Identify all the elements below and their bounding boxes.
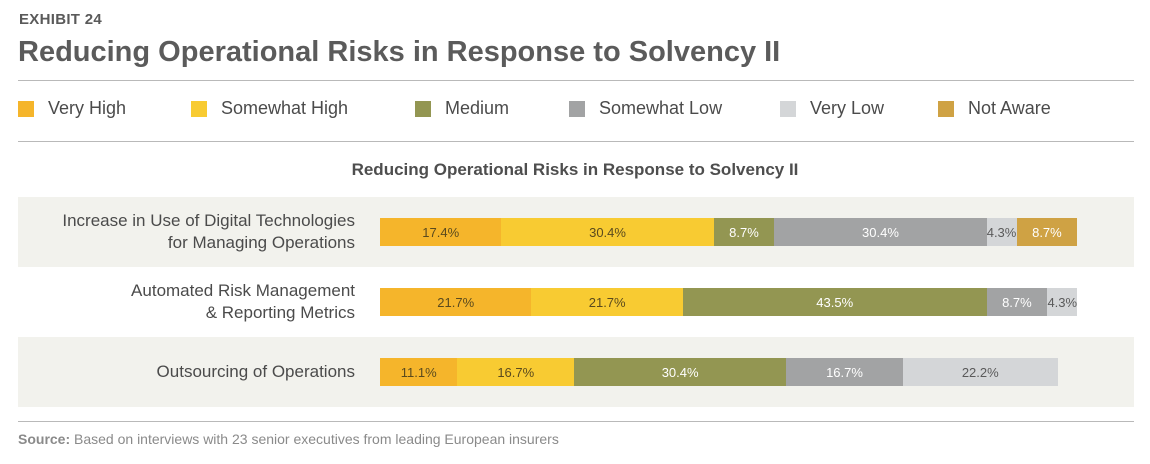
source-text: Based on interviews with 23 senior execu… bbox=[74, 431, 559, 447]
legend-item: Very Low bbox=[780, 98, 884, 119]
data-label: 8.7% bbox=[1032, 224, 1062, 240]
data-label: 4.3% bbox=[986, 224, 1017, 240]
bar-segment: 4.3% bbox=[986, 218, 1017, 246]
legend-item: Somewhat High bbox=[191, 98, 348, 119]
category-label: Outsourcing of Operations bbox=[0, 361, 355, 383]
category-label: Automated Risk Management & Reporting Met… bbox=[0, 280, 355, 324]
data-label: 11.1% bbox=[400, 364, 437, 380]
source-divider bbox=[18, 421, 1134, 422]
bar-segment: 4.3% bbox=[1047, 288, 1078, 316]
legend-label: Medium bbox=[445, 98, 510, 118]
legend-divider bbox=[18, 141, 1134, 142]
legend-label: Very Low bbox=[810, 98, 885, 118]
category-label-line: for Managing Operations bbox=[167, 233, 355, 252]
legend-item: Medium bbox=[415, 98, 509, 119]
legend-swatch bbox=[569, 100, 585, 117]
legend-swatch bbox=[415, 100, 431, 117]
bar-segment: 43.5% bbox=[682, 288, 987, 316]
bar-segment: 16.7% bbox=[457, 358, 575, 386]
chart-title: Reducing Operational Risks in Response t… bbox=[351, 160, 799, 179]
bar-segment: 8.7% bbox=[986, 288, 1048, 316]
category-label-line: Automated Risk Management bbox=[131, 281, 355, 300]
data-label: 4.3% bbox=[1047, 294, 1078, 310]
bar-segment: 17.4% bbox=[380, 218, 502, 246]
bar-segment: 21.7% bbox=[531, 288, 683, 316]
data-label: 30.4% bbox=[589, 224, 626, 240]
legend-swatch bbox=[938, 100, 954, 117]
category-label-line: & Reporting Metrics bbox=[205, 303, 355, 322]
chart-legend: Very High Somewhat High Medium Somewhat Low… bbox=[18, 98, 1128, 124]
data-label: 21.7% bbox=[437, 294, 475, 310]
legend-label: Somewhat Low bbox=[599, 98, 723, 118]
bar-segment: 8.7% bbox=[713, 218, 775, 246]
data-label: 30.4% bbox=[862, 224, 899, 240]
bar-segment: 30.4% bbox=[501, 218, 714, 246]
source-label: Source: bbox=[18, 431, 71, 447]
page-title: Reducing Operational Risks in Response t… bbox=[18, 36, 781, 68]
data-label: 43.5% bbox=[816, 294, 854, 310]
exhibit-label: EXHIBIT 24 bbox=[19, 11, 103, 28]
bar-segment: 11.1% bbox=[380, 358, 458, 386]
data-label: 22.2% bbox=[961, 364, 999, 380]
legend-swatch bbox=[191, 100, 207, 117]
bar-segment: 16.7% bbox=[786, 358, 903, 386]
data-label: 16.7% bbox=[497, 364, 535, 380]
legend-swatch bbox=[18, 100, 34, 117]
legend-label: Somewhat High bbox=[221, 98, 349, 118]
source-note: Source: Based on interviews with 23 seni… bbox=[18, 431, 559, 447]
category-label-line: Increase in Use of Digital Technologies bbox=[62, 211, 355, 230]
data-label: 8.7% bbox=[1002, 294, 1032, 310]
legend-swatch bbox=[780, 100, 796, 117]
legend-label: Very High bbox=[48, 98, 127, 118]
data-label: 16.7% bbox=[826, 364, 863, 380]
bar-segment: 22.2% bbox=[902, 358, 1058, 386]
legend-item: Not Aware bbox=[938, 98, 1051, 119]
category-label-line: Outsourcing of Operations bbox=[156, 362, 355, 381]
bar-segment: 21.7% bbox=[380, 288, 532, 316]
bar-segment: 30.4% bbox=[774, 218, 987, 246]
category-label: Increase in Use of Digital Technologies f… bbox=[0, 210, 355, 254]
title-divider bbox=[18, 80, 1134, 81]
bar-segment: 30.4% bbox=[574, 358, 787, 386]
bar-segment: 8.7% bbox=[1016, 218, 1078, 246]
data-label: 21.7% bbox=[588, 294, 626, 310]
data-label: 30.4% bbox=[661, 364, 699, 380]
data-label: 8.7% bbox=[729, 224, 759, 240]
legend-item: Very High bbox=[18, 98, 126, 119]
data-label: 17.4% bbox=[422, 224, 460, 240]
legend-label: Not Aware bbox=[968, 98, 1051, 118]
legend-item: Somewhat Low bbox=[569, 98, 722, 119]
